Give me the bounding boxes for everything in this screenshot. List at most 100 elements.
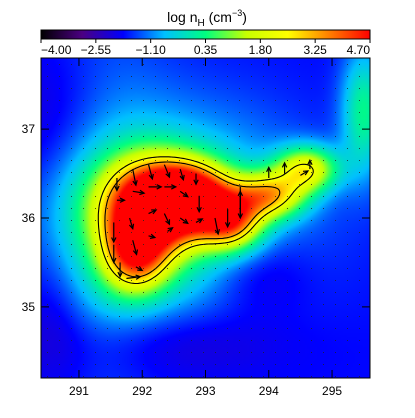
grid-dot	[323, 100, 324, 101]
grid-dot	[299, 328, 300, 329]
grid-dot	[191, 220, 192, 221]
grid-dot	[107, 124, 108, 125]
grid-dot	[215, 376, 216, 377]
velocity-vector	[196, 195, 202, 214]
grid-dot	[239, 172, 240, 173]
grid-dot	[227, 88, 228, 89]
grid-dot	[347, 148, 348, 149]
grid-dot	[107, 76, 108, 77]
grid-dot	[311, 148, 312, 149]
grid-dot	[275, 64, 276, 65]
grid-dot	[227, 280, 228, 281]
grid-dot	[143, 328, 144, 329]
grid-dot	[95, 340, 96, 341]
grid-dot	[311, 220, 312, 221]
grid-dot	[239, 364, 240, 365]
grid-dot	[287, 316, 288, 317]
grid-dot	[335, 136, 336, 137]
grid-dot	[59, 136, 60, 137]
grid-dot	[167, 76, 168, 77]
grid-dot	[71, 220, 72, 221]
grid-dot	[95, 232, 96, 233]
grid-dot	[311, 184, 312, 185]
grid-dot	[203, 340, 204, 341]
grid-dot	[323, 280, 324, 281]
grid-dot	[287, 304, 288, 305]
grid-dot	[251, 64, 252, 65]
x-tick-label: 295	[322, 384, 342, 398]
grid-dot	[335, 172, 336, 173]
grid-dot	[323, 244, 324, 245]
grid-dot	[227, 64, 228, 65]
axis-ticks: 291 292 293 294 295 35 36 37	[22, 58, 370, 398]
grid-dot	[131, 148, 132, 149]
grid-dot	[95, 364, 96, 365]
velocity-vector	[164, 184, 178, 190]
grid-dot	[59, 280, 60, 281]
grid-dot	[71, 364, 72, 365]
grid-dot	[275, 196, 276, 197]
grid-dot	[71, 100, 72, 101]
grid-dot	[179, 184, 180, 185]
grid-dot	[263, 76, 264, 77]
grid-dot	[203, 220, 204, 221]
grid-dot	[179, 340, 180, 341]
grid-dot	[311, 340, 312, 341]
grid-dot	[143, 196, 144, 197]
grid-dot	[263, 256, 264, 257]
grid-dot	[287, 100, 288, 101]
grid-dot	[251, 208, 252, 209]
velocity-vector	[116, 197, 126, 203]
grid-dot	[323, 220, 324, 221]
grid-dot	[155, 292, 156, 293]
grid-dot	[203, 328, 204, 329]
grid-dot	[191, 232, 192, 233]
grid-dot	[323, 124, 324, 125]
velocity-vector	[132, 189, 146, 196]
velocity-vector	[163, 213, 171, 226]
velocity-vector	[266, 165, 272, 178]
grid-dot	[323, 256, 324, 257]
grid-dot	[59, 232, 60, 233]
grid-dot	[119, 160, 120, 161]
grid-dot	[47, 184, 48, 185]
grid-dot	[347, 268, 348, 269]
grid-dot	[143, 316, 144, 317]
grid-dot	[299, 172, 300, 173]
grid-dot	[47, 88, 48, 89]
grid-dot	[311, 292, 312, 293]
grid-dot	[203, 244, 204, 245]
grid-dot	[155, 100, 156, 101]
grid-dot	[179, 376, 180, 377]
grid-dot	[71, 160, 72, 161]
grid-dot	[263, 316, 264, 317]
y-tick-label: 35	[22, 300, 36, 314]
grid-dot	[347, 88, 348, 89]
grid-dot	[107, 268, 108, 269]
grid-dot	[167, 232, 168, 233]
grid-dot	[359, 352, 360, 353]
grid-dot	[299, 268, 300, 269]
grid-dot	[263, 208, 264, 209]
grid-dot	[71, 124, 72, 125]
grid-dot	[143, 376, 144, 377]
density-contours	[97, 156, 314, 285]
grid-dot	[251, 76, 252, 77]
colorbar-tick-label: −2.55	[81, 43, 112, 57]
grid-dot	[263, 328, 264, 329]
grid-dot	[347, 316, 348, 317]
grid-dot	[95, 220, 96, 221]
grid-dot	[347, 376, 348, 377]
grid-dot	[179, 292, 180, 293]
grid-dot	[287, 268, 288, 269]
velocity-vector	[300, 170, 310, 176]
grid-dot	[251, 256, 252, 257]
grid-dot	[71, 352, 72, 353]
grid-dot	[239, 136, 240, 137]
grid-dot	[83, 136, 84, 137]
grid-dot	[203, 196, 204, 197]
grid-dot	[47, 244, 48, 245]
grid-dot	[107, 64, 108, 65]
grid-dot	[47, 328, 48, 329]
grid-dot	[203, 364, 204, 365]
